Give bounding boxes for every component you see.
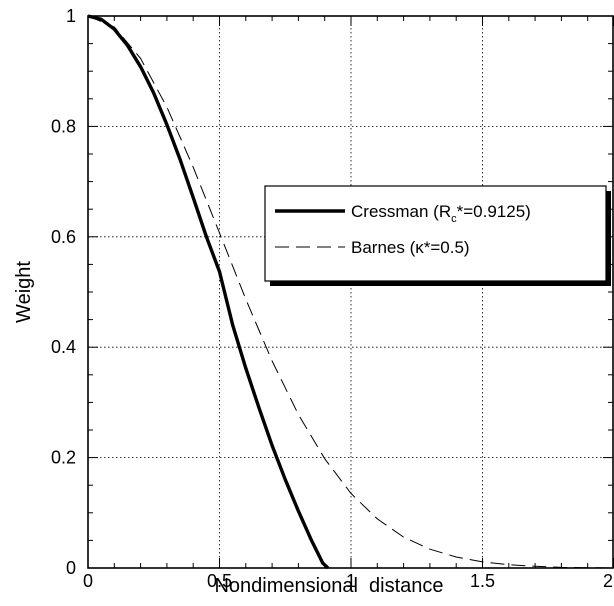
legend-label-cressman-main: Cressman (R: [351, 202, 451, 221]
x-tick-label-4: 2: [603, 571, 613, 591]
legend: Cressman (Rc*=0.9125) Barnes (κ*=0.5): [264, 185, 611, 286]
legend-box: [264, 185, 607, 282]
grid-lines: [88, 16, 614, 568]
y-tick-label-2: 0.4: [51, 337, 76, 357]
legend-label-cressman-sub: c: [451, 213, 457, 225]
x-tick-label-3: 1.5: [470, 571, 495, 591]
y-axis-title: Weight: [13, 261, 35, 323]
series-lines: [87, 14, 614, 570]
series-line-0: [87, 14, 330, 570]
x-tick-label-2: 1: [346, 571, 356, 591]
y-tick-label-3: 0.6: [51, 227, 76, 247]
y-tick-label-5: 1: [66, 6, 76, 26]
y-tick-label-4: 0.8: [51, 116, 76, 136]
axis-ticks: [87, 15, 614, 569]
plot-frame: [87, 15, 614, 569]
legend-label-barnes: Barnes (κ*=0.5): [351, 238, 470, 257]
x-tick-label-1: 0.5: [207, 571, 232, 591]
series-line-1: [87, 15, 614, 569]
x-axis-title: Nondimensional distance: [214, 575, 443, 597]
legend-label-cressman: Cressman (Rc*=0.9125): [351, 202, 531, 225]
y-tick-label-0: 0: [66, 558, 76, 578]
y-tick-label-1: 0.2: [51, 448, 76, 468]
x-tick-label-0: 0: [83, 571, 93, 591]
tick-labels: 0 0.5 1 1.5 2 0 0.2 0.4 0.6 0.8 1: [51, 6, 613, 591]
legend-label-cressman-rest: *=0.9125): [457, 202, 531, 221]
